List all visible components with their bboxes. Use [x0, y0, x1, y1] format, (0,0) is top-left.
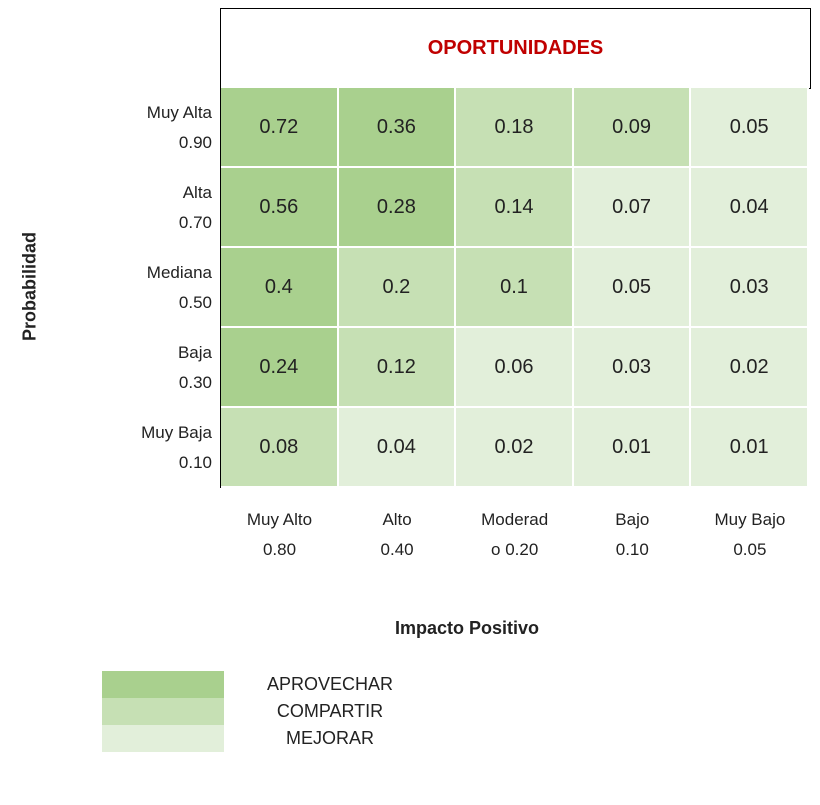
legend-swatch	[102, 671, 224, 698]
legend-label: APROVECHAR	[266, 674, 394, 694]
column-label: Muy Bajo 0.05	[691, 505, 808, 565]
cell: 0.02	[456, 408, 574, 488]
row-label: Baja 0.30	[12, 338, 212, 398]
column-label-line: 0.05	[733, 540, 767, 559]
row-label-line: Mediana	[146, 263, 212, 282]
row-label: Mediana 0.50	[12, 258, 212, 318]
cell: 0.4	[221, 248, 339, 328]
row-label-line: Muy Alta	[146, 103, 212, 122]
cell: 0.04	[691, 168, 809, 248]
cell: 0.01	[573, 408, 692, 488]
row-label-line: Baja	[177, 343, 212, 362]
cell: 0.06	[456, 328, 574, 408]
row-label: Muy Baja 0.10	[12, 418, 212, 478]
x-axis-label: Impacto Positivo	[394, 618, 540, 638]
column-label-line: Alto	[382, 510, 412, 529]
column-label: Bajo 0.10	[574, 505, 691, 565]
column-label-line: Moderad	[481, 510, 549, 529]
legend-swatch	[102, 725, 224, 752]
column-label: Alto 0.40	[339, 505, 456, 565]
cell: 0.08	[221, 408, 339, 488]
row-label-line: 0.70	[178, 213, 212, 232]
cell: 0.01	[691, 408, 809, 488]
column-label-line: Bajo	[615, 510, 650, 529]
legend-swatch	[102, 698, 224, 725]
cell: 0.1	[456, 248, 574, 328]
row-label-line: Alta	[182, 183, 212, 202]
row-label: Alta 0.70	[12, 178, 212, 238]
cell: 0.05	[573, 248, 692, 328]
column-label-line: 0.10	[615, 540, 649, 559]
cell: 0.14	[456, 168, 574, 248]
cell: 0.07	[573, 168, 692, 248]
column-label: Muy Alto 0.80	[221, 505, 338, 565]
cell: 0.02	[691, 328, 809, 408]
cell: 0.05	[691, 88, 809, 168]
cell: 0.72	[221, 88, 339, 168]
cell: 0.04	[338, 408, 457, 488]
row-label-line: 0.50	[178, 293, 212, 312]
cell: 0.12	[338, 328, 457, 408]
legend-label: COMPARTIR	[276, 701, 384, 721]
row-label-line: 0.10	[178, 453, 212, 472]
row-label-line: 0.90	[178, 133, 212, 152]
header-title: OPORTUNIDADES	[220, 8, 811, 89]
row-label-line: Muy Baja	[141, 423, 212, 442]
cell: 0.36	[338, 88, 457, 168]
cell: 0.56	[221, 168, 339, 248]
cell: 0.09	[573, 88, 692, 168]
row-label-line: 0.30	[178, 373, 212, 392]
cell: 0.28	[338, 168, 457, 248]
cell: 0.03	[691, 248, 809, 328]
column-label-line: Muy Alto	[246, 510, 313, 529]
legend-label: MEJORAR	[285, 728, 374, 748]
column-label-line: o 0.20	[491, 540, 539, 559]
cell: 0.24	[221, 328, 339, 408]
cell: 0.03	[573, 328, 692, 408]
column-label-line: Muy Bajo	[714, 510, 786, 529]
column-label-line: 0.40	[380, 540, 414, 559]
column-label-line: 0.80	[262, 540, 297, 559]
left-border	[220, 8, 221, 488]
column-label: Moderad o 0.20	[456, 505, 573, 565]
cell: 0.2	[338, 248, 457, 328]
row-label: Muy Alta 0.90	[12, 98, 212, 158]
cell: 0.18	[456, 88, 574, 168]
